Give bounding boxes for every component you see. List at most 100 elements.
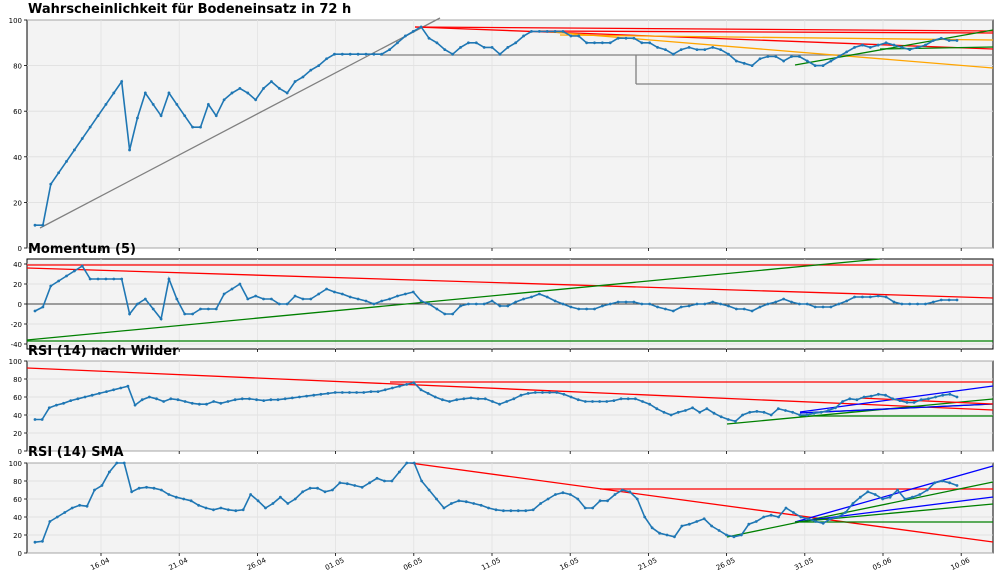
data-point	[541, 391, 544, 394]
data-point	[112, 388, 116, 392]
data-point	[97, 392, 101, 395]
data-point	[837, 55, 841, 58]
data-point	[624, 36, 628, 40]
data-point	[577, 307, 581, 311]
data-point	[62, 401, 65, 405]
resistance-line	[859, 397, 994, 405]
data-point	[742, 61, 746, 65]
data-point	[748, 410, 752, 414]
data-point	[553, 30, 557, 33]
data-point	[900, 302, 904, 306]
data-point	[635, 497, 639, 501]
data-point	[435, 41, 439, 45]
data-point	[230, 91, 234, 95]
data-point	[703, 302, 707, 306]
data-point	[375, 476, 379, 480]
y-tick-label: 40	[13, 412, 22, 420]
x-tick-label: 26.05	[715, 556, 737, 572]
x-tick-label: 21.04	[168, 556, 190, 572]
data-point	[829, 517, 832, 521]
x-tick-label: 16.04	[89, 556, 111, 572]
data-point	[853, 295, 856, 299]
data-point	[687, 522, 691, 526]
y-tick-label: -40	[11, 341, 22, 349]
data-point	[383, 479, 386, 483]
blue-trend-line	[794, 496, 994, 523]
x-tick-label: 10.06	[950, 556, 972, 572]
data-point	[632, 36, 636, 40]
data-point	[948, 481, 951, 485]
data-point	[159, 317, 163, 321]
data-point	[648, 402, 652, 406]
data-point	[238, 87, 242, 90]
data-point	[939, 36, 943, 40]
data-point	[576, 497, 580, 501]
data-point	[908, 302, 912, 306]
data-point	[277, 87, 281, 90]
data-point	[419, 299, 423, 303]
data-point	[726, 418, 730, 421]
data-point	[516, 509, 520, 513]
data-point	[290, 396, 294, 400]
data-point	[262, 399, 266, 402]
data-point	[100, 484, 104, 487]
data-point	[719, 48, 722, 52]
data-point	[876, 392, 880, 396]
data-point	[405, 461, 409, 465]
data-point	[640, 302, 644, 306]
data-point	[33, 309, 37, 313]
data-point	[388, 48, 392, 52]
data-point	[256, 499, 260, 503]
data-point	[372, 52, 376, 56]
data-point	[122, 461, 126, 465]
data-point	[426, 392, 430, 395]
data-point	[262, 87, 265, 90]
data-point	[695, 520, 699, 523]
data-point	[348, 391, 351, 394]
data-point	[844, 511, 847, 514]
data-point	[55, 403, 58, 407]
data-point	[545, 295, 549, 299]
data-point	[96, 277, 100, 281]
data-point	[598, 400, 602, 403]
data-point	[136, 302, 139, 306]
data-point	[910, 495, 914, 499]
y-tick-label: 80	[13, 478, 22, 486]
data-point	[616, 36, 620, 40]
data-point	[469, 396, 473, 400]
data-point	[782, 59, 786, 63]
data-point	[841, 400, 845, 403]
data-point	[632, 300, 636, 304]
data-point	[176, 398, 180, 402]
data-point	[451, 52, 455, 56]
data-point	[241, 508, 245, 512]
data-point	[333, 391, 337, 394]
data-point	[467, 302, 470, 306]
data-point	[829, 305, 833, 309]
data-point	[605, 400, 609, 403]
data-point	[325, 57, 328, 61]
data-point	[472, 502, 476, 505]
y-tick-label: 40	[13, 514, 22, 522]
data-point	[331, 488, 334, 492]
data-point	[739, 533, 743, 537]
data-point	[293, 294, 297, 298]
data-point	[230, 287, 234, 291]
data-point	[665, 533, 669, 537]
data-point	[561, 30, 565, 33]
data-point	[727, 52, 730, 56]
data-point	[884, 295, 888, 299]
data-point	[498, 52, 502, 56]
data-point	[881, 497, 885, 501]
data-point	[189, 499, 193, 503]
data-point	[750, 309, 754, 313]
data-point	[669, 413, 673, 417]
data-point	[845, 299, 849, 303]
data-point	[356, 52, 360, 56]
data-point	[459, 304, 462, 308]
data-point	[457, 499, 461, 503]
data-point	[676, 410, 680, 414]
data-point	[896, 488, 899, 492]
data-point	[606, 499, 609, 503]
data-point	[277, 302, 281, 306]
